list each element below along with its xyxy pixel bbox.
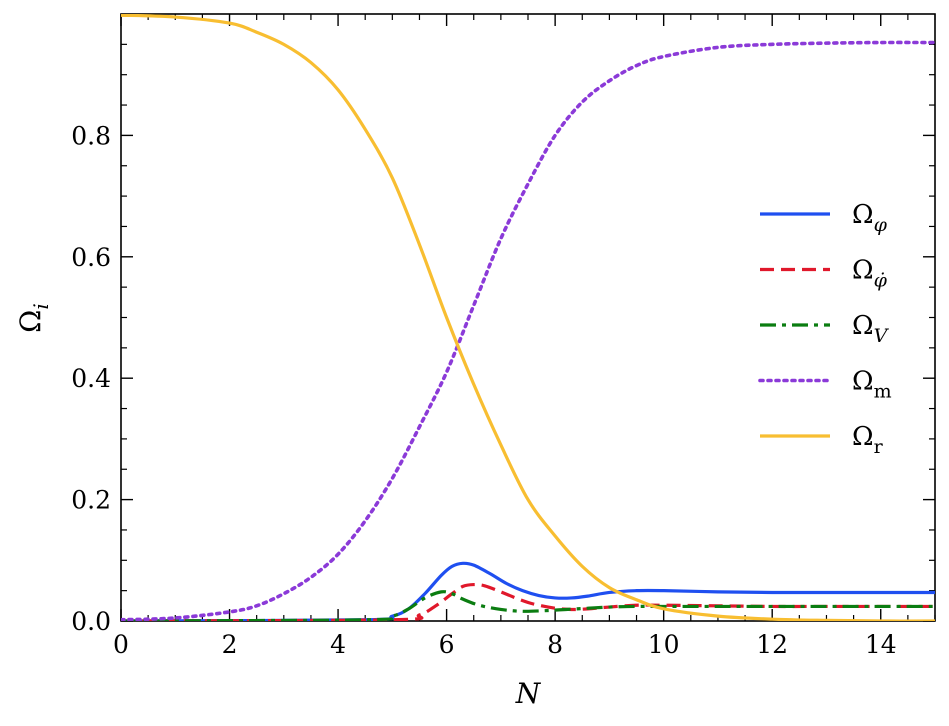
- x-tick-label: 14: [865, 630, 897, 659]
- legend: Ωφ Ωφ̇ ΩV Ωm Ωr: [758, 200, 892, 458]
- y-tick-label: 0.4: [71, 364, 111, 393]
- x-tick-label: 2: [222, 630, 238, 659]
- plot-frame: [120, 13, 936, 622]
- legend-label-4: Ωr: [852, 422, 884, 458]
- x-tick-label: 12: [756, 630, 788, 659]
- series-line-4: [121, 14, 935, 621]
- x-tick-label: 0: [113, 630, 129, 659]
- y-axis-label: Ωi: [14, 303, 53, 333]
- series-group: [121, 14, 935, 621]
- x-axis-title: N: [515, 677, 542, 710]
- x-tick-label: 8: [547, 630, 563, 659]
- legend-label-3: Ωm: [852, 367, 892, 403]
- x-tick-label: 10: [648, 630, 680, 659]
- y-axis-title-sub: i: [29, 303, 53, 309]
- series-line-1: [121, 582, 935, 621]
- x-axis-label: N: [515, 677, 542, 710]
- series-line-2: [121, 590, 935, 621]
- y-tick-label: 0.8: [71, 121, 111, 150]
- y-axis-title: Ωi: [14, 303, 53, 333]
- y-tick-label: 0.2: [71, 486, 111, 515]
- y-tick-label: 0.0: [71, 607, 111, 636]
- legend-label-1: Ωφ̇: [852, 256, 888, 292]
- legend-label-2: ΩV: [852, 311, 890, 347]
- x-tick-label: 6: [439, 630, 455, 659]
- legend-label-0: Ωφ: [852, 200, 888, 236]
- x-tick-label: 4: [330, 630, 346, 659]
- plot-area: 0 2 4 6 8 10 12 14 0.0 0.2 0.4 0.6 0.8: [71, 13, 936, 659]
- y-tick-label: 0.6: [71, 243, 111, 272]
- series-line-3: [121, 40, 935, 621]
- axis-ticks: 0 2 4 6 8 10 12 14 0.0 0.2 0.4 0.6 0.8: [71, 14, 936, 659]
